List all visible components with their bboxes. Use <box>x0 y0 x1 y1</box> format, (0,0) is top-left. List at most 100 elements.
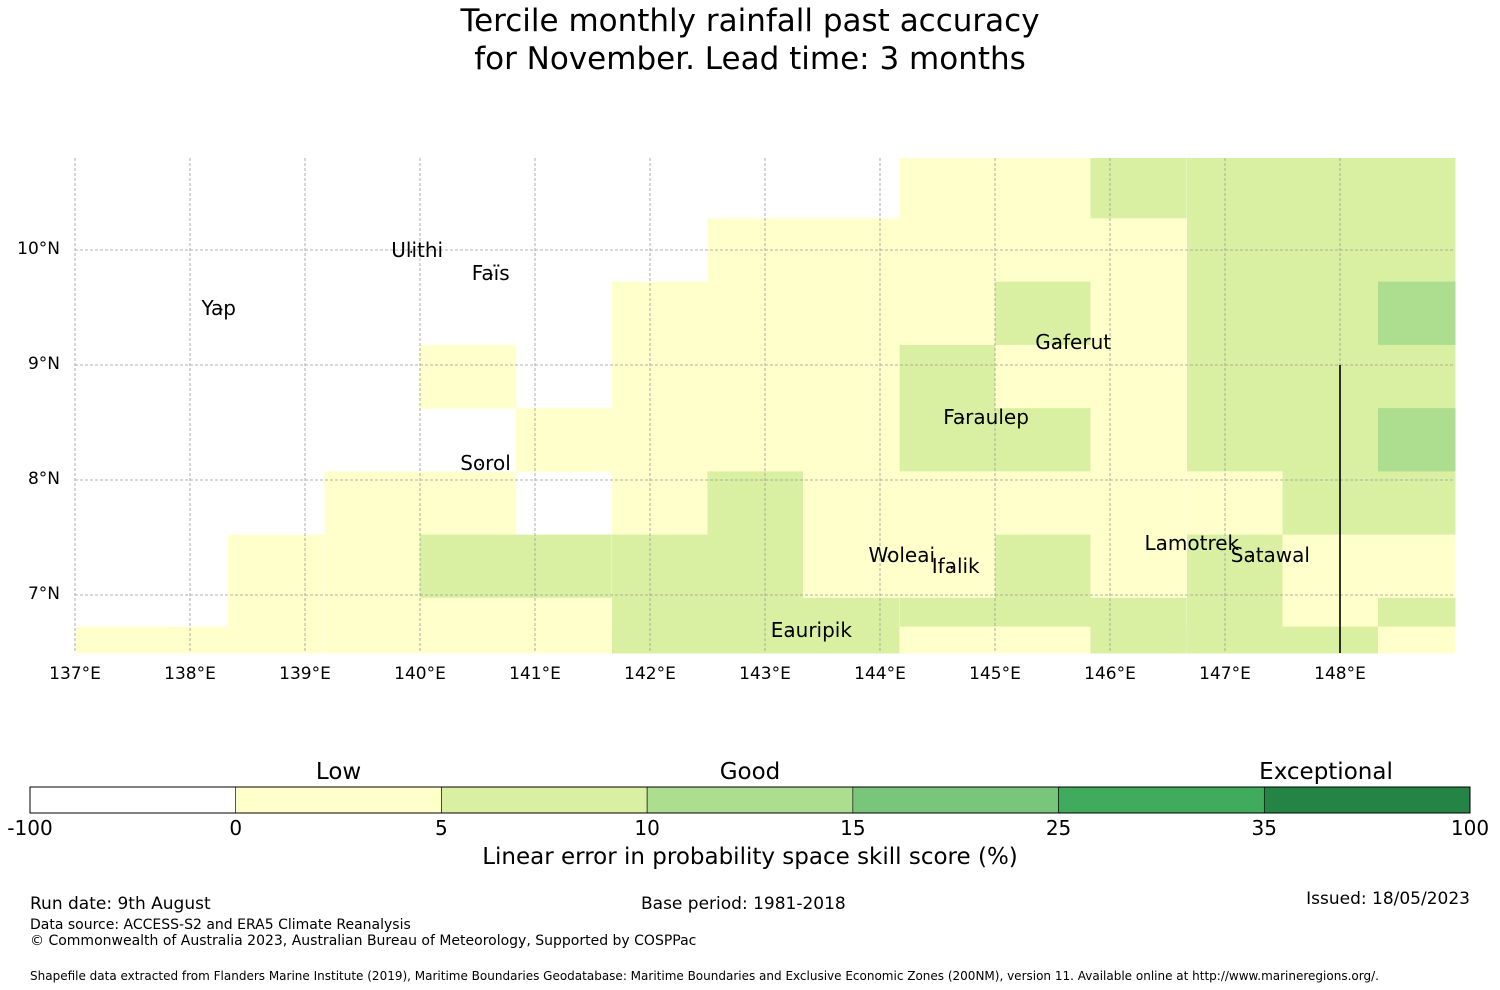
skill-cell <box>1187 344 1284 409</box>
skill-cell <box>1377 471 1456 536</box>
island-label: Ulithi <box>391 238 444 262</box>
skill-cell <box>1282 626 1379 654</box>
copyright: © Commonwealth of Australia 2023, Austra… <box>30 933 697 949</box>
latitude-tick-label: 9°N <box>27 354 60 374</box>
island-label: Sorol <box>460 450 511 475</box>
skill-cell <box>1090 626 1187 654</box>
legend-swatch <box>441 786 648 814</box>
title-line-1: Tercile monthly rainfall past accuracy <box>460 3 1040 39</box>
skill-cell <box>1282 534 1379 599</box>
legend-tick-label: 10 <box>634 816 660 840</box>
island-label: Faraulep <box>943 404 1029 429</box>
skill-cell <box>420 626 517 654</box>
base-period: Base period: 1981-2018 <box>641 894 846 914</box>
skill-cell <box>899 626 996 654</box>
skill-cell <box>515 534 612 599</box>
skill-cell <box>324 534 421 599</box>
legend-category-label: Low <box>315 759 362 785</box>
island-marker <box>410 251 413 253</box>
longitude-tick-label: 148°E <box>1314 664 1366 684</box>
island-marker <box>1054 343 1057 345</box>
island-markers <box>220 251 1252 633</box>
legend-swatch <box>235 786 442 814</box>
skill-cell <box>612 471 709 536</box>
data-source: Data source: ACCESS-S2 and ERA5 Climate … <box>30 917 411 933</box>
longitude-tick-label: 147°E <box>1199 664 1251 684</box>
skill-cell <box>1090 534 1187 599</box>
skill-cell <box>707 626 804 654</box>
title-line-2: for November. Lead time: 3 months <box>474 41 1026 77</box>
longitude-tick-label: 137°E <box>49 664 101 684</box>
island-marker <box>479 463 482 466</box>
skill-cell <box>802 626 900 654</box>
skill-cell <box>1187 158 1284 219</box>
skill-cell <box>515 408 612 472</box>
legend-swatch <box>646 786 854 814</box>
island-label: Eauripik <box>770 617 852 642</box>
skill-cell <box>707 471 804 536</box>
skill-cell <box>170 626 267 654</box>
skill-cell <box>1282 344 1379 409</box>
skill-cell <box>227 534 325 599</box>
skill-cell <box>612 344 709 409</box>
island-marker <box>1163 544 1166 547</box>
longitude-tick-label: 143°E <box>739 664 791 684</box>
skill-cell <box>515 626 612 654</box>
island-marker <box>789 630 792 633</box>
skill-cell <box>612 534 709 599</box>
skill-cell <box>1377 158 1456 219</box>
skill-cell <box>707 344 804 409</box>
skill-cell <box>707 534 804 599</box>
legend-frame <box>29 786 1471 814</box>
legend-title: Linear error in probability space skill … <box>482 844 1018 870</box>
skill-cell <box>1377 534 1456 599</box>
issued-date: Issued: 18/05/2023 <box>1306 889 1470 909</box>
island-marker <box>887 555 890 558</box>
skill-cell <box>995 158 1092 219</box>
longitude-tick-label: 139°E <box>279 664 331 684</box>
legend-category-label: Good <box>719 759 781 785</box>
legend-swatch <box>852 786 1059 814</box>
skill-cell <box>802 408 900 472</box>
island-marker <box>1249 555 1252 558</box>
skill-cell <box>899 158 996 219</box>
skill-cell <box>420 534 517 599</box>
skill-cell <box>995 471 1092 536</box>
longitude-tick-label: 141°E <box>509 664 561 684</box>
legend-tick-label: -100 <box>7 816 53 840</box>
skill-cell <box>1377 626 1456 654</box>
skill-cell <box>324 626 421 654</box>
skill-cell <box>802 281 900 346</box>
skill-cell <box>1282 158 1379 219</box>
skill-cell <box>1187 408 1284 472</box>
skill-cell <box>1090 158 1187 219</box>
skill-cell <box>612 408 709 472</box>
island-label: Woleai <box>868 542 936 567</box>
island-label: Satawal <box>1230 542 1310 567</box>
island-label: Ifalik <box>931 554 980 579</box>
skill-cell <box>995 281 1092 346</box>
skill-cell <box>899 471 996 536</box>
longitude-tick-label: 140°E <box>394 664 446 684</box>
skill-cell <box>899 534 996 599</box>
island-label: Yap <box>201 295 236 320</box>
legend-tick-label: 100 <box>1450 816 1490 840</box>
run-date: Run date: 9th August <box>30 894 211 914</box>
latitude-tick-label: 10°N <box>17 239 60 259</box>
skill-cell <box>1282 281 1379 346</box>
skill-cell <box>612 626 709 654</box>
legend-swatch <box>29 786 237 814</box>
skill-cell <box>1377 281 1456 346</box>
island-marker <box>950 567 953 570</box>
skill-cell <box>1377 408 1456 472</box>
skill-cell <box>995 408 1092 472</box>
longitude-tick-label: 138°E <box>164 664 216 684</box>
shapefile-credit: Shapefile data extracted from Flanders M… <box>30 969 1379 983</box>
skill-cell <box>1090 471 1187 536</box>
skill-cell <box>1377 344 1456 409</box>
island-marker <box>490 274 493 276</box>
skill-cell <box>324 471 421 536</box>
latitude-tick-label: 8°N <box>27 469 60 489</box>
skill-cells <box>75 158 1456 654</box>
legend-colorbar <box>29 786 1471 814</box>
